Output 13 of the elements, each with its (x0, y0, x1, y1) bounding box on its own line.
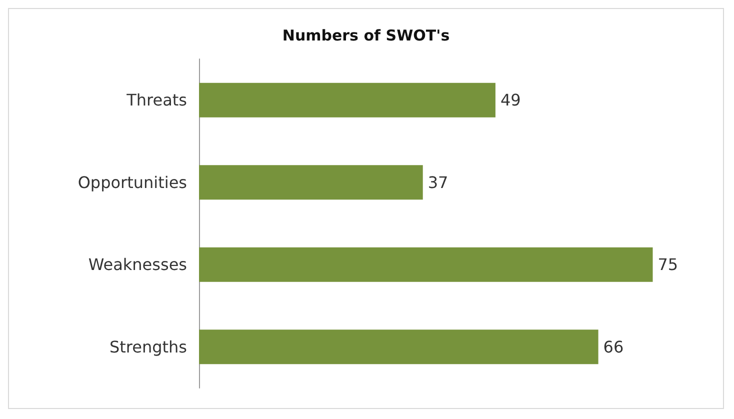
chart-title: Numbers of SWOT's (282, 26, 450, 44)
bar (199, 247, 653, 282)
y-tick-label: Weaknesses (88, 255, 187, 274)
data-label: 66 (603, 337, 624, 356)
data-label: 49 (500, 90, 521, 110)
data-label: 75 (658, 255, 678, 274)
data-label: 37 (428, 172, 448, 192)
y-tick-label: Strengths (109, 337, 187, 356)
bar (199, 82, 496, 118)
y-tick-label: Threats (126, 90, 187, 110)
bar (199, 165, 423, 200)
bar (199, 330, 598, 364)
y-tick-label: Opportunities (78, 172, 187, 192)
